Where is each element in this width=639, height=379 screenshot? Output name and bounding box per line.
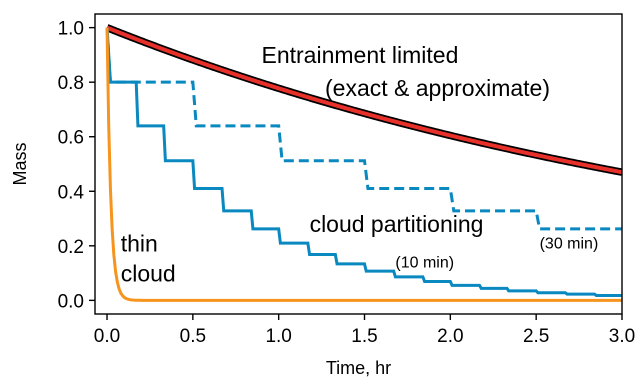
x-tick-label: 2.0 — [437, 326, 463, 347]
annotations: Entrainment limited (exact & approximate)… — [121, 42, 599, 286]
annotation-label: (exact & approximate) — [325, 75, 550, 101]
x-axis-title: Time, hr — [326, 358, 391, 378]
series-layer — [104, 24, 622, 302]
series-1-line — [105, 27, 622, 231]
annotation-label: thin — [121, 230, 158, 256]
annotation-label: cloud partitioning — [310, 211, 484, 237]
x-tick-label: 1.5 — [351, 326, 377, 347]
annotation-label: Entrainment limited — [262, 42, 459, 68]
annotation-label: cloud — [121, 260, 176, 286]
series-2-line — [105, 27, 622, 297]
series-0-line — [106, 25, 622, 175]
y-tick-label: 0.4 — [58, 182, 85, 203]
y-tick-label: 0.8 — [58, 73, 84, 94]
y-tick-label: 0.0 — [58, 291, 84, 312]
x-tick-label: 0.0 — [94, 326, 120, 347]
axes: 0.0 0.5 1.0 1.5 2.0 2.5 3.0 0.0 0.2 0.4 0.6 0.8 1.0 T… — [10, 13, 635, 378]
axes-frame — [94, 13, 623, 315]
x-tick-label: 3.0 — [609, 326, 635, 347]
series-3-line — [105, 27, 622, 302]
x-tick-label: 0.5 — [180, 326, 206, 347]
y-tick-label: 0.6 — [58, 128, 84, 149]
y-axis-title: Mass — [10, 142, 30, 185]
y-tick-label: 0.2 — [58, 237, 84, 258]
annotation-label: (10 min) — [395, 255, 454, 272]
annotation-label: (30 min) — [540, 236, 599, 253]
y-tick-label: 1.0 — [58, 19, 84, 40]
x-tick-label: 2.5 — [523, 326, 549, 347]
x-tick-label: 1.0 — [265, 326, 291, 347]
